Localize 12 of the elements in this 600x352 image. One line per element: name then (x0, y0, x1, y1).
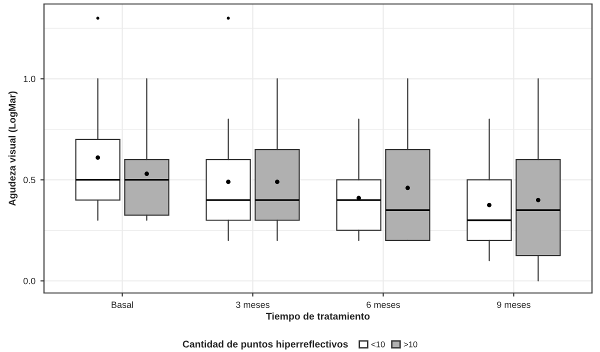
legend-label: <10 (371, 341, 385, 348)
x-tick-label: 3 meses (236, 302, 270, 308)
legend-label: >10 (404, 341, 418, 348)
y-axis-title: Agudeza visual (LogMar) (8, 91, 18, 206)
legend-title: Cantidad de puntos hiperreflectivos (182, 340, 348, 350)
y-tick-label: 0.0 (23, 278, 36, 284)
x-tick-label: Basal (112, 301, 133, 308)
x-axis-title: Tiempo de tratamiento (266, 312, 370, 322)
y-tick-label: 1.0 (24, 76, 36, 82)
x-tick-label: 9 meses (497, 302, 530, 308)
y-tick-label: 0.5 (23, 176, 36, 184)
x-tick-label: 6 meses (366, 302, 400, 308)
